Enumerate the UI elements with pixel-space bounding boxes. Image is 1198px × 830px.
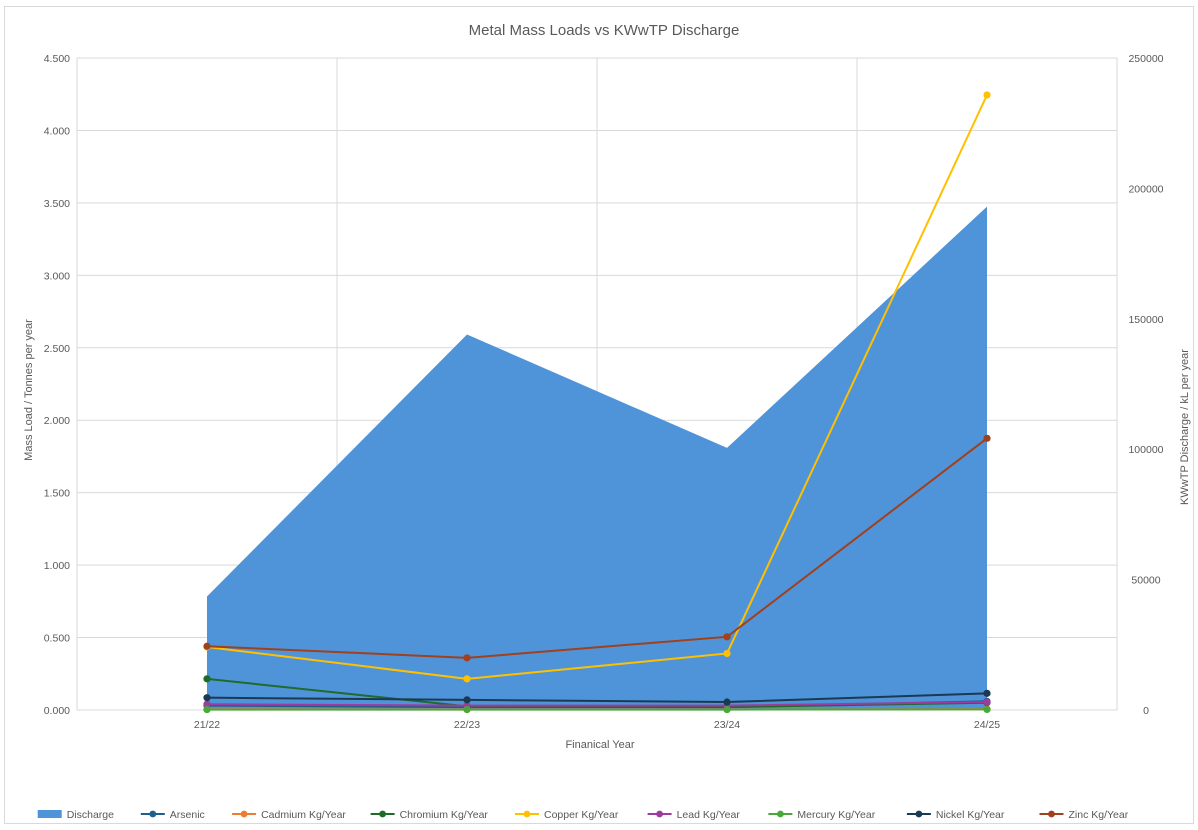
series-point bbox=[723, 649, 731, 658]
discharge-area bbox=[207, 206, 987, 710]
series-point bbox=[463, 654, 471, 662]
x-tick-label: 24/25 bbox=[974, 719, 1000, 731]
y-tick-label: 4.000 bbox=[44, 125, 70, 137]
y-axis-title: Mass Load / Tonnes per year bbox=[23, 319, 35, 461]
y-tick-label: 4.500 bbox=[44, 53, 70, 65]
legend-label: Lead Kg/Year bbox=[677, 809, 741, 821]
y-tick-label: 1.500 bbox=[44, 488, 70, 500]
y2-tick-label: 100000 bbox=[1128, 444, 1163, 456]
series-point bbox=[723, 705, 731, 714]
legend-label: Copper Kg/Year bbox=[544, 809, 619, 821]
y2-axis-ticks: 0 50000 100000 150000 200000 250000 bbox=[1128, 53, 1163, 717]
series-point bbox=[723, 698, 731, 706]
series-point bbox=[983, 689, 991, 697]
y2-tick-label: 200000 bbox=[1128, 183, 1163, 195]
series-point bbox=[203, 700, 211, 708]
legend-label: Mercury Kg/Year bbox=[797, 809, 875, 821]
y-tick-label: 2.500 bbox=[44, 343, 70, 355]
lines-layer bbox=[203, 91, 991, 714]
legend-swatch-marker bbox=[240, 810, 248, 818]
chart-frame: Metal Mass Loads vs KWwTP Discharge 0.00… bbox=[4, 6, 1194, 824]
series-point bbox=[203, 694, 211, 702]
legend-label: Arsenic bbox=[170, 809, 205, 821]
legend-swatch-marker bbox=[915, 810, 923, 818]
series-point bbox=[983, 698, 991, 706]
series-line bbox=[206, 701, 988, 707]
legend-swatch-discharge bbox=[37, 810, 62, 818]
legend-label: Nickel Kg/Year bbox=[936, 809, 1005, 821]
y-tick-label: 0.500 bbox=[44, 633, 70, 645]
y-tick-label: 2.000 bbox=[44, 415, 70, 427]
y-tick-label: 0.000 bbox=[44, 705, 70, 717]
y2-axis-title: KWwTP Discharge / kL per year bbox=[1179, 349, 1191, 505]
legend-swatch-marker bbox=[523, 810, 531, 818]
y-axis-ticks: 0.000 0.500 1.000 1.500 2.000 2.500 3.000 3.500… bbox=[44, 53, 70, 717]
series-line bbox=[206, 677, 988, 709]
y2-tick-label: 0 bbox=[1143, 705, 1149, 717]
series-point bbox=[983, 705, 991, 714]
series-point bbox=[203, 642, 211, 650]
x-axis-title: Finanical Year bbox=[565, 739, 634, 751]
series-point bbox=[203, 705, 211, 714]
y-tick-label: 3.500 bbox=[44, 198, 70, 210]
legend-label: Discharge bbox=[67, 809, 114, 821]
chart: Metal Mass Loads vs KWwTP Discharge 0.00… bbox=[23, 22, 1191, 821]
y2-tick-label: 150000 bbox=[1128, 314, 1163, 326]
series-line bbox=[206, 692, 988, 704]
legend-swatch-marker bbox=[656, 810, 663, 818]
legend-label: Cadmium Kg/Year bbox=[261, 809, 346, 821]
legend-swatch-marker bbox=[379, 810, 386, 818]
y2-tick-label: 250000 bbox=[1128, 53, 1163, 65]
chart-title: Metal Mass Loads vs KWwTP Discharge bbox=[469, 22, 740, 39]
series-point bbox=[463, 675, 471, 683]
legend-label: Chromium Kg/Year bbox=[400, 809, 489, 821]
y-tick-label: 1.000 bbox=[44, 560, 70, 572]
series-line bbox=[206, 94, 988, 680]
series-point bbox=[983, 434, 991, 442]
x-tick-label: 23/24 bbox=[714, 719, 740, 731]
series-point bbox=[723, 633, 731, 641]
x-tick-label: 22/23 bbox=[454, 719, 480, 731]
series-point bbox=[983, 91, 991, 99]
area-layer bbox=[207, 206, 987, 710]
x-tick-label: 21/22 bbox=[194, 719, 220, 731]
legend: Discharge Arsenic Cadmium Kg/Year Chromium … bbox=[37, 809, 1129, 821]
series-line bbox=[206, 437, 988, 659]
series-point bbox=[463, 705, 471, 714]
y-tick-label: 3.000 bbox=[44, 270, 70, 282]
legend-label: Zinc Kg/Year bbox=[1069, 809, 1129, 821]
legend-swatch-marker bbox=[1048, 810, 1055, 818]
legend-swatch-marker bbox=[777, 810, 784, 818]
series-point bbox=[463, 696, 471, 704]
x-axis-ticks: 21/22 22/23 23/24 24/25 bbox=[194, 719, 1000, 731]
legend-swatch-marker bbox=[149, 810, 157, 818]
y2-tick-label: 50000 bbox=[1131, 575, 1160, 587]
series-point bbox=[203, 675, 211, 683]
